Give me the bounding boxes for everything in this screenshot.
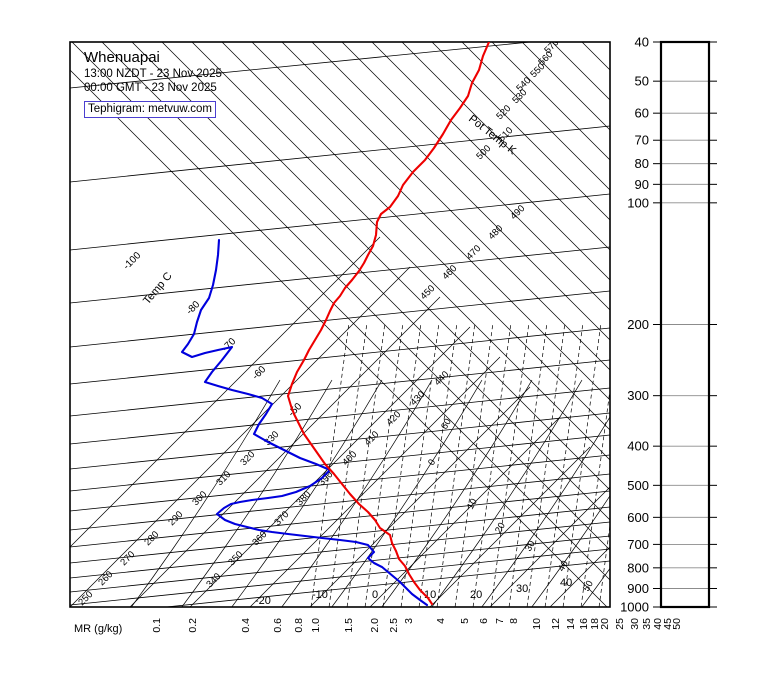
mixing-ratio-tick: 25 bbox=[614, 618, 626, 630]
gmt-time: 00:00 GMT - 23 Nov 2025 bbox=[84, 82, 217, 94]
mixing-ratio-tick: 7 bbox=[494, 618, 506, 624]
pressure-tick: 200 bbox=[627, 317, 649, 332]
pressure-tick: 1000 bbox=[620, 600, 649, 615]
pressure-tick: 100 bbox=[627, 195, 649, 210]
mixing-ratio-tick: 0.8 bbox=[293, 618, 305, 633]
pressure-tick: 300 bbox=[627, 388, 649, 403]
plot-background bbox=[70, 42, 610, 607]
mixing-ratio-tick: 14 bbox=[565, 618, 577, 630]
mixing-ratio-tick: 8 bbox=[508, 618, 520, 624]
sat-adiabat-label: 0 bbox=[426, 457, 438, 467]
pressure-tick-labels: 40 50 60 70 80 90 100 200 300 400 500 600 700 800 900 1… bbox=[620, 35, 649, 615]
mixing-ratio-axis-label: MR (g/kg) bbox=[74, 623, 122, 635]
mixing-ratio-tick: 2.5 bbox=[388, 618, 400, 633]
mixing-ratio-tick: 50 bbox=[671, 618, 683, 630]
pot-temp-label: 590 bbox=[556, 17, 575, 36]
saturated-adiabat-labels: 0 10 20 30 40 50 60 bbox=[426, 417, 596, 594]
mixing-ratio-tick: 0.6 bbox=[272, 618, 284, 633]
local-time: 13:00 NZDT - 23 Nov 2025 bbox=[84, 68, 222, 80]
plot-frame bbox=[69, 41, 611, 608]
mixing-ratio-tick: 20 bbox=[599, 618, 611, 630]
mixing-ratio-tick: 12 bbox=[550, 618, 562, 630]
pressure-tick: 400 bbox=[627, 439, 649, 454]
pressure-tick: 70 bbox=[635, 133, 649, 148]
sat-adiabat-label: 20 bbox=[493, 521, 508, 536]
mixing-ratio-tick: 3 bbox=[403, 618, 415, 624]
temp-tick: -20 bbox=[255, 595, 271, 607]
mixing-ratio-tick: 4 bbox=[435, 618, 447, 624]
isobar-lines bbox=[70, 42, 610, 607]
mixing-ratio-tick: 1.0 bbox=[310, 618, 322, 633]
temp-tick: 20 bbox=[470, 589, 482, 601]
mixing-ratio-tick: 45 bbox=[662, 618, 674, 630]
sat-adiabat-label: 60 bbox=[439, 417, 454, 432]
pot-temp-label: 240 bbox=[56, 609, 75, 628]
sat-adiabat-label: 50 bbox=[581, 579, 596, 594]
mixing-ratio-tick: 35 bbox=[641, 618, 653, 630]
temp-tick: 30 bbox=[516, 583, 528, 595]
pressure-tick: 700 bbox=[627, 537, 649, 552]
pot-temp-label: 580 bbox=[550, 27, 569, 46]
pressure-tick: 80 bbox=[635, 156, 649, 171]
temp-tick: -10 bbox=[312, 589, 328, 601]
station-header: Whenuapai 13:00 NZDT - 23 Nov 2025 00:00… bbox=[84, 48, 222, 118]
mixing-ratio-lines bbox=[310, 325, 610, 607]
pressure-tick: 500 bbox=[627, 478, 649, 493]
saturated-adiabat-lines bbox=[130, 379, 610, 607]
sat-adiabat-label: 30 bbox=[523, 539, 538, 554]
pressure-tick: 600 bbox=[627, 510, 649, 525]
sat-adiabat-label: 40 bbox=[556, 559, 571, 574]
temp-tick: 40 bbox=[560, 577, 572, 589]
mixing-ratio-tick: 6 bbox=[478, 618, 490, 624]
source-attribution[interactable]: Tephigram: metvuw.com bbox=[84, 101, 216, 118]
mixing-ratio-tick-labels: 0.1 0.2 0.4 0.6 0.8 1.0 1.5 2.0 2.5 3 4 5 6 7 8 10 12 14 1… bbox=[151, 618, 683, 633]
mixing-ratio-tick: 1.5 bbox=[343, 618, 355, 633]
temperature-profile-line bbox=[286, 42, 491, 606]
dewpoint-profile-line bbox=[180, 238, 429, 607]
mixing-ratio-tick: 5 bbox=[459, 618, 471, 624]
station-name: Whenuapai bbox=[84, 49, 160, 66]
temp-tick-labels: -20 -10 0 10 20 30 40 bbox=[255, 577, 572, 607]
pressure-tick: 50 bbox=[635, 74, 649, 89]
mixing-ratio-tick: 40 bbox=[652, 618, 664, 630]
pressure-tick: 60 bbox=[635, 106, 649, 121]
mixing-ratio-tick: 10 bbox=[531, 618, 543, 630]
pressure-panel-frame bbox=[659, 40, 711, 609]
mixing-ratio-tick: 30 bbox=[629, 618, 641, 630]
mixing-ratio-tick: 16 bbox=[578, 618, 590, 630]
temp-tick: 0 bbox=[372, 589, 378, 601]
pressure-tick: 900 bbox=[627, 581, 649, 596]
mixing-ratio-tick: 18 bbox=[589, 618, 601, 630]
mixing-ratio-tick: 2.0 bbox=[369, 618, 381, 633]
sat-adiabat-label: 10 bbox=[465, 497, 480, 512]
pressure-tick: 40 bbox=[635, 35, 649, 50]
mixing-ratio-tick: 0.2 bbox=[187, 618, 199, 633]
pressure-tick: 90 bbox=[635, 177, 649, 192]
mixing-ratio-tick: 0.1 bbox=[151, 618, 163, 633]
isotherm-lines bbox=[70, 236, 610, 607]
mixing-ratio-tick: 0.4 bbox=[240, 618, 252, 633]
pressure-tick: 800 bbox=[627, 560, 649, 575]
